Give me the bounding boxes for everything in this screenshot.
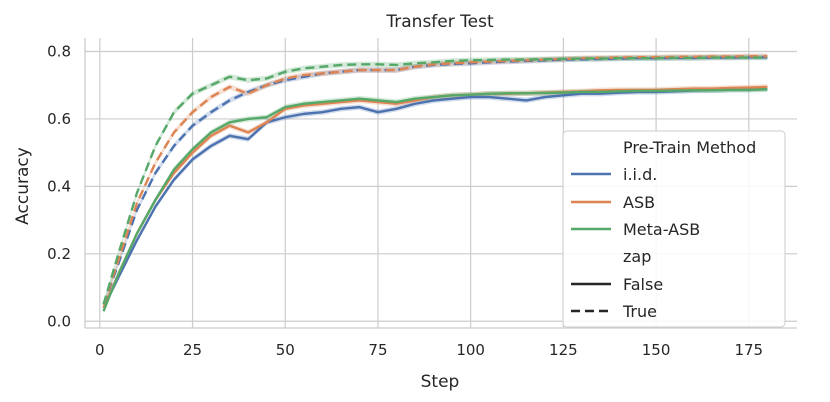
y-axis-label: Accuracy [13,147,33,225]
y-tick-label: 0.4 [47,177,71,195]
legend-subtitle: zap [623,247,651,266]
chart-title: Transfer Test [385,12,494,32]
x-axis-label: Step [421,372,460,392]
legend-frame [562,130,786,328]
line-meta-asb-zap-true [102,56,768,305]
series-lines [102,55,768,312]
x-tick-label: 75 [368,341,387,359]
y-tick-label: 0.6 [47,110,71,128]
legend-label-asb: ASB [623,193,655,212]
y-tick-label: 0.0 [47,312,71,330]
x-tick-label: 175 [734,341,763,359]
axes [84,38,797,329]
legend-label-iid: i.i.d. [623,165,657,184]
x-tick-label: 25 [183,341,202,359]
x-tick-label: 150 [642,341,671,359]
x-tick-label: 50 [276,341,295,359]
legend-label-meta-asb: Meta-ASB [623,220,700,239]
x-tick-label: 0 [95,341,105,359]
x-tick-label: 125 [549,341,578,359]
y-tick-label: 0.2 [47,245,71,263]
legend: Pre-Train Method i.i.d. ASB Meta-ASB zap… [562,130,786,328]
line-meta-asb-zap-false [102,88,768,312]
legend-title: Pre-Train Method [623,138,756,157]
tick-labels: 0 25 50 75 100 125 150 175 0.0 0.2 0.4 0.6 0.8 [47,42,763,359]
y-tick-label: 0.8 [47,42,71,60]
legend-label-false: False [623,275,663,294]
x-tick-label: 100 [456,341,485,359]
legend-label-true: True [622,302,657,321]
